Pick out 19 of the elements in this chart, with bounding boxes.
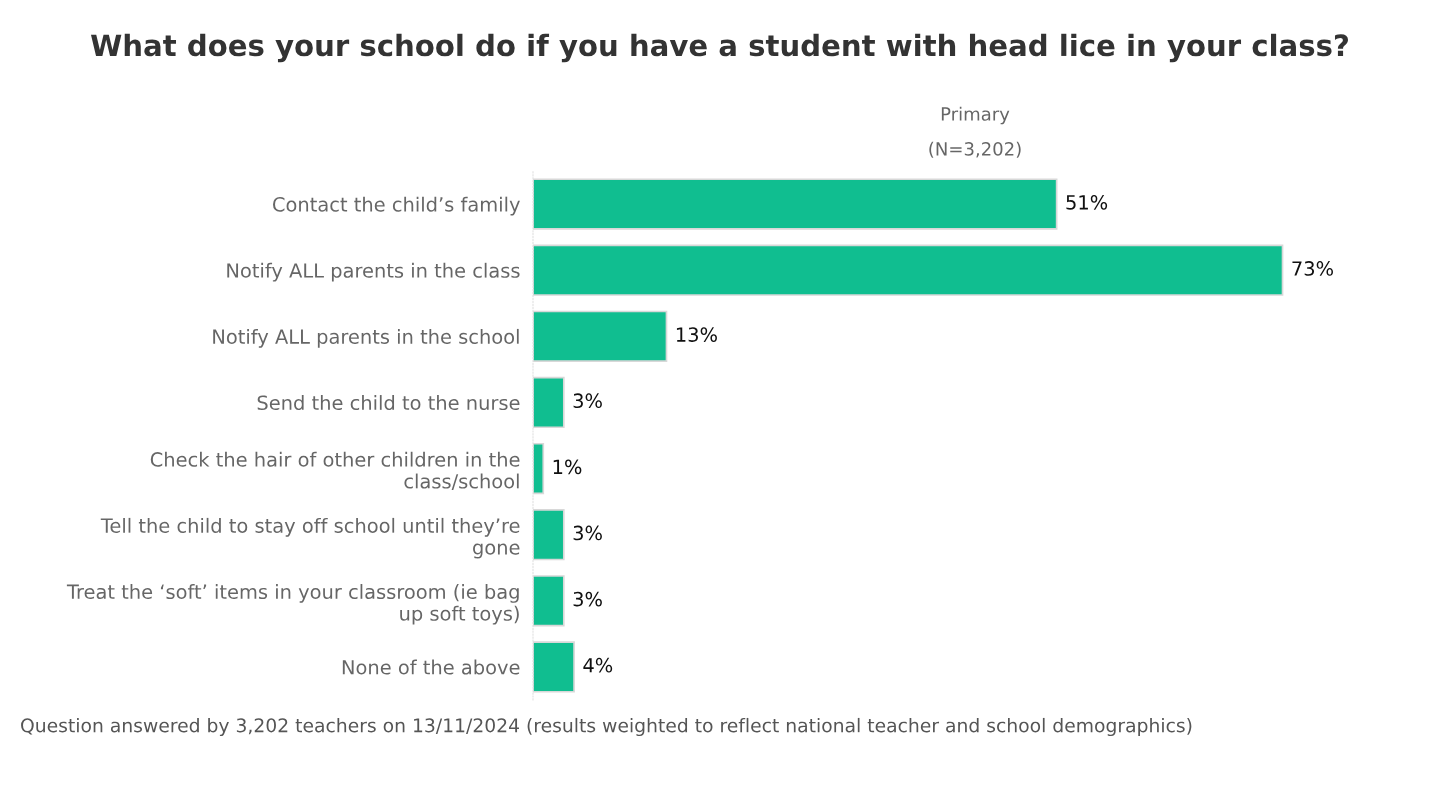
y-tick-label: Treat the ‘soft’ items in your classroom (ie bag up soft toys) <box>66 584 519 625</box>
text: Question answered by 3,202 teachers on 13/11/2024 (results weighted to reflect national teacher and school demographics) <box>21 717 1192 737</box>
y-tick-label: Send the child to the nurse <box>257 395 520 411</box>
y-tick-label: Notify ALL parents in the class <box>227 262 520 282</box>
y-tick-label: Check the hair of other children in the class/school <box>150 451 520 491</box>
chart-subtitle: Primary (N=3,202) <box>929 106 1021 158</box>
data-label: 3% <box>573 393 602 409</box>
y-tick-label: Notify ALL parents in the school <box>213 328 519 348</box>
data-label: 73% <box>1292 261 1333 276</box>
y-tick-label: None of the above <box>342 659 520 675</box>
y-tick-label: Tell the child to stay off school until they’re gone <box>100 517 520 559</box>
data-label: 51% <box>1066 195 1108 210</box>
data-label: 4% <box>583 657 613 673</box>
data-label: 1% <box>553 459 582 475</box>
data-label: 3% <box>573 525 602 541</box>
data-label: 3% <box>573 591 602 607</box>
chart-title: What does your school do if you have a student with head lice in your class? <box>90 33 1348 63</box>
data-label: 13% <box>676 327 717 342</box>
y-tick-label: Contact the child’s family <box>273 196 520 216</box>
